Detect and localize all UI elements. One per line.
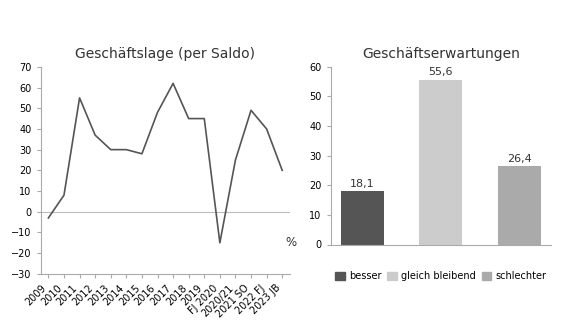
Text: Sparkasse: Sparkasse: [415, 15, 472, 25]
Bar: [419, 80, 462, 244]
Text: 55,6: 55,6: [429, 67, 453, 78]
Bar: [498, 166, 541, 244]
Text: 18,1: 18,1: [350, 179, 375, 188]
Title: Geschäftserwartungen: Geschäftserwartungen: [362, 48, 520, 62]
Text: 26,4: 26,4: [507, 154, 532, 164]
Bar: [340, 191, 384, 244]
Legend: besser, gleich bleibend, schlechter: besser, gleich bleibend, schlechter: [332, 267, 550, 285]
Text: Westmünsterland: Westmünsterland: [415, 36, 513, 46]
Text: Geschäftslage und Geschäftserwartungen: Geschäftslage und Geschäftserwartungen: [10, 22, 306, 35]
Text: S: S: [390, 12, 404, 31]
Title: Geschäftslage (per Saldo): Geschäftslage (per Saldo): [75, 48, 255, 62]
Y-axis label: %: %: [285, 236, 296, 249]
